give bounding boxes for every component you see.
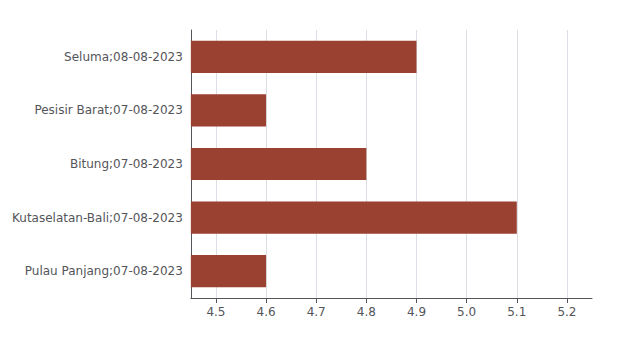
svg-text:4.7: 4.7 [307, 305, 326, 319]
svg-text:4.8: 4.8 [357, 305, 376, 319]
svg-text:5.1: 5.1 [507, 305, 526, 319]
svg-text:4.6: 4.6 [257, 305, 276, 319]
svg-text:4.5: 4.5 [206, 305, 225, 319]
svg-text:5.2: 5.2 [557, 305, 576, 319]
svg-text:Pesisir Barat;07-08-2023: Pesisir Barat;07-08-2023 [34, 103, 182, 117]
svg-text:Seluma;08-08-2023: Seluma;08-08-2023 [64, 50, 183, 64]
svg-text:4.9: 4.9 [407, 305, 426, 319]
svg-text:Kutaselatan-Bali;07-08-2023: Kutaselatan-Bali;07-08-2023 [12, 211, 183, 225]
svg-text:Bitung;07-08-2023: Bitung;07-08-2023 [70, 157, 183, 171]
svg-text:5.0: 5.0 [457, 305, 476, 319]
svg-text:Pulau Panjang;07-08-2023: Pulau Panjang;07-08-2023 [25, 264, 183, 278]
